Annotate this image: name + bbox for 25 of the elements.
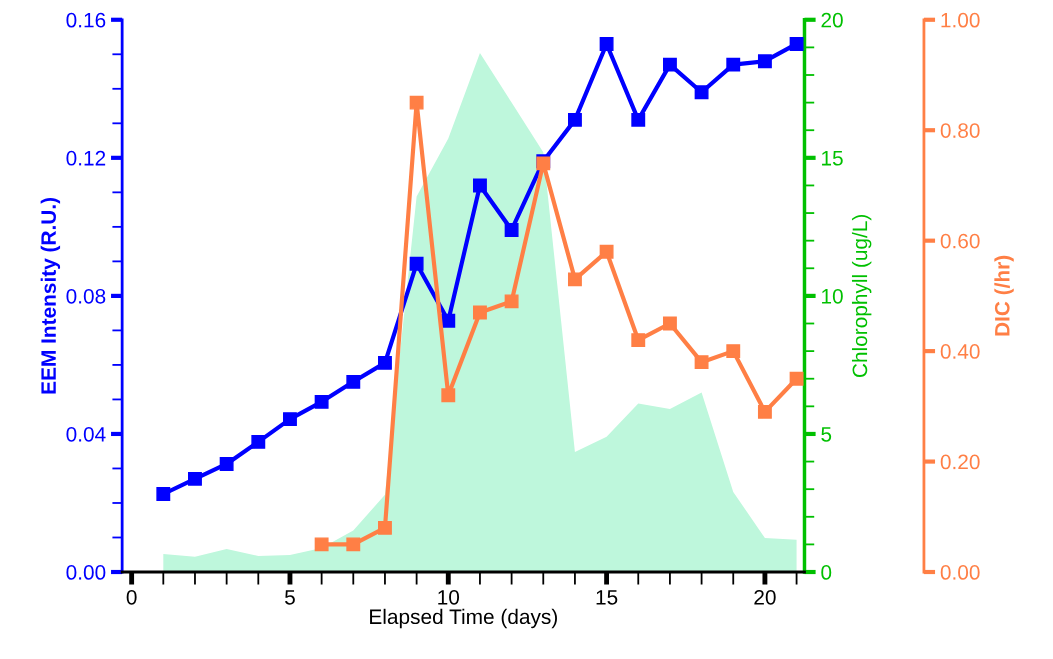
y3-tick-label: 0.40: [940, 344, 980, 359]
y3-tick-label: 0.60: [940, 233, 980, 249]
y3-axis-title: DIC (/hr): [994, 255, 1014, 336]
y2-tick-label: 20: [821, 12, 843, 28]
y-axis-title: EEM Intensity (R.U.): [40, 197, 61, 394]
y3-tick-label: 0.00: [940, 565, 980, 580]
x-tick-label: 15: [596, 590, 618, 605]
x-tick-label: 10: [438, 589, 460, 605]
x-tick-label: 0: [126, 589, 137, 605]
y-tick-label: 0.08: [66, 288, 106, 304]
y2-tick-label: 0: [821, 565, 832, 580]
y3-tick-label: 1.00: [941, 12, 980, 28]
x-tick-label: 5: [285, 590, 295, 605]
y-tick-label: 0.00: [66, 565, 106, 580]
y3-tick-label: 0.80: [940, 123, 980, 138]
y-tick-label: 0.04: [66, 426, 106, 442]
y-tick-label: 0.16: [66, 12, 106, 28]
x-tick-label: 20: [754, 589, 776, 605]
y2-axis-title: Chlorophyll (ug/L): [851, 214, 872, 378]
y2-tick-label: 5: [821, 427, 832, 442]
y2-tick-label: 10: [822, 288, 843, 304]
y3-tick-label: 0.20: [940, 454, 980, 470]
y2-tick-label: 15: [822, 151, 843, 166]
y-tick-label: 0.12: [66, 150, 106, 166]
x-axis-title: Elapsed Time (days): [370, 608, 557, 629]
